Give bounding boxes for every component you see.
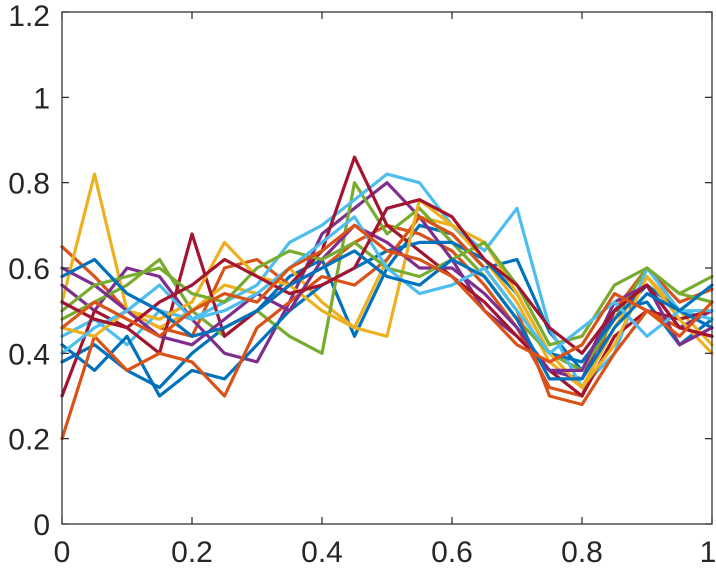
series-line-10	[60, 198, 714, 390]
y-tick-label-6: 1.2	[8, 0, 50, 33]
series-line-14	[60, 198, 714, 355]
y-tick-label-3: 0.6	[8, 253, 50, 286]
series-line-16	[60, 223, 714, 364]
series-line-9	[60, 215, 714, 441]
tick-labels: 0 0.2 0.4 0.6 0.8 1 0 0.2 0.4 0.6 0.8 1 1.2	[8, 0, 716, 569]
y-tick-label-2: 0.4	[8, 338, 50, 371]
plot-lines	[60, 155, 714, 441]
x-tick-label-4: 0.8	[561, 536, 603, 569]
y-tick-label-4: 0.8	[8, 168, 50, 201]
x-tick-label-5: 1	[700, 536, 716, 569]
x-tick-label-0: 0	[54, 536, 71, 569]
x-tick-label-1: 0.2	[171, 536, 213, 569]
series-line-15	[60, 249, 714, 381]
x-tick-label-2: 0.4	[301, 536, 343, 569]
y-tick-label-0: 0	[33, 509, 50, 542]
y-tick-label-1: 0.2	[8, 424, 50, 457]
x-tick-label-3: 0.6	[431, 536, 473, 569]
y-tick-label-5: 1	[33, 82, 50, 115]
axis-ticks	[61, 11, 713, 525]
